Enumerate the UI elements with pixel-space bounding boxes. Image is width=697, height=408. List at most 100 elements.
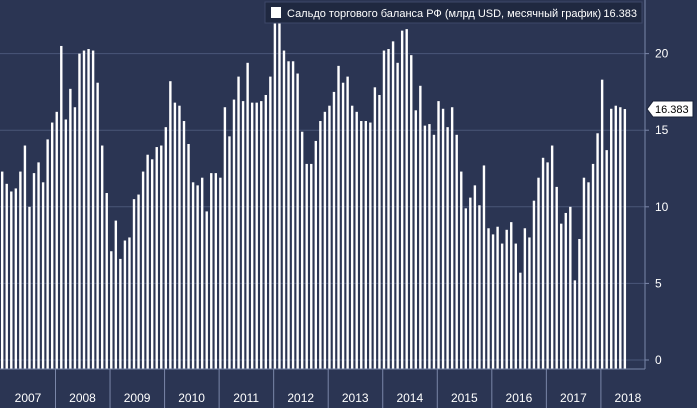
bar (519, 272, 522, 369)
bar (464, 208, 467, 369)
bar (50, 122, 54, 369)
bar (591, 163, 595, 369)
bar (505, 229, 508, 369)
bar (578, 238, 581, 369)
bar (1, 171, 4, 369)
bar (55, 111, 58, 369)
x-tick-label: 2012 (287, 391, 314, 405)
bar (500, 243, 504, 369)
legend-label: Сальдо торгового баланса РФ (млрд USD, м… (287, 8, 601, 20)
bar (10, 191, 13, 369)
legend-last-value: 16.383 (603, 8, 637, 20)
bar (73, 107, 77, 369)
last-value-tag-shape (646, 100, 694, 118)
bar (69, 88, 72, 369)
bar (287, 61, 290, 369)
bar (82, 50, 86, 370)
bar (514, 243, 517, 369)
bar (187, 144, 190, 369)
bar (469, 197, 472, 369)
bar (96, 82, 99, 369)
bar (600, 79, 604, 369)
bar (405, 29, 408, 370)
bar (182, 121, 186, 370)
bar (241, 101, 245, 370)
bar (369, 122, 372, 369)
bar (255, 102, 258, 369)
bar (60, 45, 63, 370)
bar (155, 147, 158, 369)
bar (423, 125, 427, 370)
bar (87, 49, 90, 370)
bar (523, 228, 527, 369)
bar (123, 240, 127, 369)
bar (169, 81, 172, 369)
x-tick-labels: 2007 2008 2009 2010 2011 2012 2013 2014 2015 2016… (15, 369, 642, 408)
bar (473, 185, 477, 369)
bar (610, 108, 613, 370)
bar (223, 107, 227, 369)
bar (200, 177, 204, 369)
bar (23, 145, 27, 369)
bar (5, 183, 8, 369)
x-tick-label: 2018 (615, 391, 642, 405)
y-tick-label: 20 (655, 47, 669, 61)
bar (450, 107, 454, 369)
bar (569, 206, 572, 369)
bar (582, 177, 586, 369)
bar (250, 102, 254, 369)
x-tick-label: 2017 (560, 391, 587, 405)
x-tick-label: 2014 (396, 391, 423, 405)
bar (596, 133, 599, 369)
bar (428, 124, 431, 369)
bar (510, 222, 513, 369)
bar (273, 19, 277, 369)
x-tick-label: 2009 (124, 391, 151, 405)
bar (264, 94, 268, 369)
bar (119, 258, 122, 369)
bar (269, 76, 272, 369)
bar (282, 50, 286, 370)
bar (160, 145, 163, 369)
bar (100, 145, 104, 369)
bar (396, 62, 399, 370)
bar (164, 127, 168, 370)
bar (332, 91, 336, 369)
bar (623, 109, 627, 369)
bar (414, 110, 417, 370)
bar (210, 173, 213, 369)
legend-box (264, 1, 643, 24)
bar (587, 182, 590, 369)
bar (400, 30, 404, 369)
bar (532, 200, 536, 369)
bar (246, 62, 249, 370)
bar (46, 139, 49, 369)
bar (314, 140, 318, 369)
bar (132, 199, 136, 369)
bar (378, 94, 381, 369)
legend: Сальдо торгового баланса РФ (млрд USD, м… (264, 1, 643, 24)
x-tick-label: 2008 (69, 391, 96, 405)
bar (323, 111, 327, 369)
x-tick-label: 2010 (178, 391, 205, 405)
x-tick-label: 2007 (15, 391, 42, 405)
bar (382, 50, 386, 370)
bar (291, 61, 295, 369)
bar (355, 111, 358, 369)
bar (437, 101, 440, 370)
bar (619, 107, 622, 369)
bar (310, 163, 313, 369)
bar (37, 162, 40, 369)
bar (219, 177, 222, 369)
bar (478, 205, 481, 369)
bar (237, 76, 240, 369)
bar (32, 173, 36, 369)
bar (196, 185, 199, 369)
bar (205, 211, 208, 369)
bar (555, 186, 558, 369)
x-tick-label: 2016 (506, 391, 533, 405)
x-tick-label: 2011 (233, 391, 259, 405)
bar (110, 251, 113, 369)
last-value-tag: 16.383 (646, 100, 694, 118)
